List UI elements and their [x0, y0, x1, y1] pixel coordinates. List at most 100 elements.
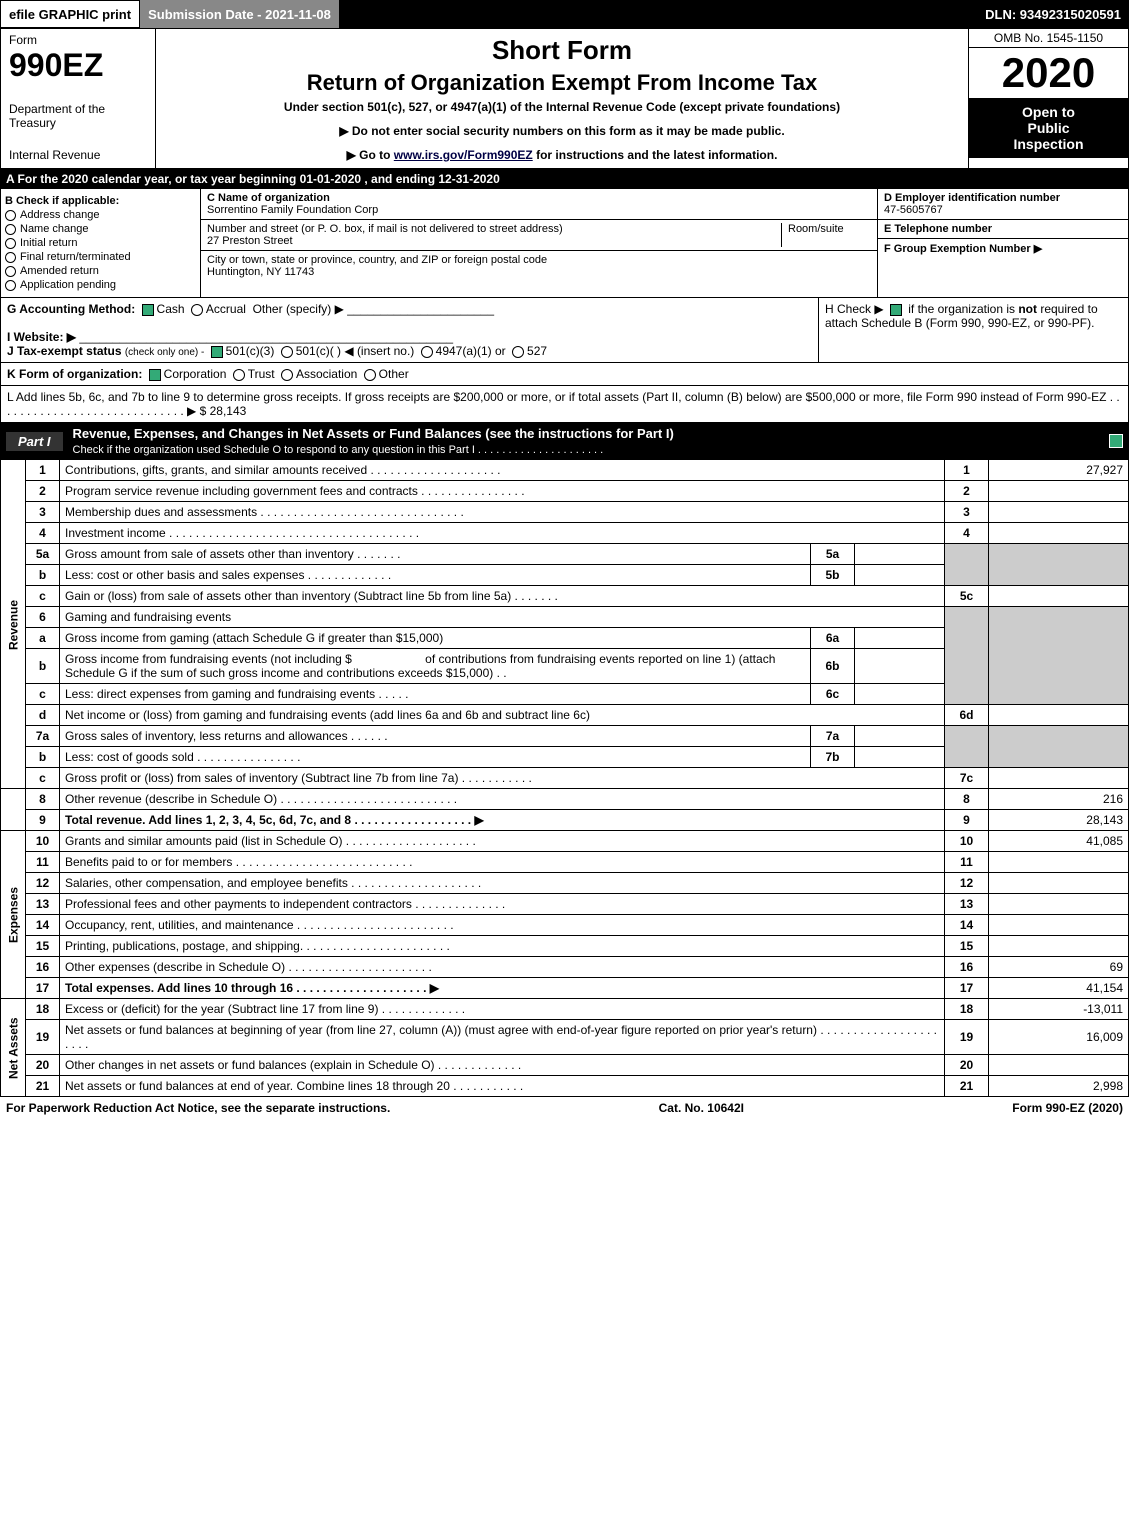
- check-other-org[interactable]: [364, 369, 376, 381]
- line-7c: Gross profit or (loss) from sales of inv…: [60, 768, 945, 789]
- notice-link: ▶ Go to www.irs.gov/Form990EZ for instru…: [162, 148, 962, 162]
- group-exempt-label: F Group Exemption Number ▶: [884, 243, 1042, 255]
- dept-irs: Internal Revenue: [9, 148, 147, 162]
- notice-ssn: ▶ Do not enter social security numbers o…: [162, 124, 962, 138]
- line-12: Salaries, other compensation, and employ…: [60, 873, 945, 894]
- part-i-header: Part I Revenue, Expenses, and Changes in…: [0, 423, 1129, 459]
- footer-left: For Paperwork Reduction Act Notice, see …: [6, 1101, 390, 1115]
- val-17: 41,154: [989, 978, 1129, 999]
- check-initial[interactable]: [5, 238, 16, 249]
- line-1: Contributions, gifts, grants, and simila…: [60, 460, 945, 481]
- submission-date: Submission Date - 2021-11-08: [140, 0, 339, 28]
- form-number: 990EZ: [9, 47, 147, 84]
- part-i-title: Revenue, Expenses, and Changes in Net As…: [73, 426, 674, 456]
- check-cash[interactable]: [142, 304, 154, 316]
- line-20: Other changes in net assets or fund bala…: [60, 1055, 945, 1076]
- netassets-label: Net Assets: [1, 999, 26, 1097]
- short-form-title: Short Form: [162, 35, 962, 66]
- check-assoc[interactable]: [281, 369, 293, 381]
- check-4947[interactable]: [421, 346, 433, 358]
- org-name: Sorrentino Family Foundation Corp: [207, 204, 871, 216]
- footer-right: Form 990-EZ (2020): [1012, 1101, 1123, 1115]
- line-21: Net assets or fund balances at end of ye…: [60, 1076, 945, 1097]
- line-17: Total expenses. Add lines 10 through 16 …: [60, 978, 945, 999]
- line-16: Other expenses (describe in Schedule O) …: [60, 957, 945, 978]
- val-21: 2,998: [989, 1076, 1129, 1097]
- line-6a: Gross income from gaming (attach Schedul…: [60, 628, 811, 649]
- g-label: G Accounting Method:: [7, 302, 135, 316]
- check-trust[interactable]: [233, 369, 245, 381]
- info-grid: B Check if applicable: Address change Na…: [0, 189, 1129, 298]
- period-band: A For the 2020 calendar year, or tax yea…: [0, 169, 1129, 189]
- city-val: Huntington, NY 11743: [207, 266, 547, 278]
- val-1: 27,927: [989, 460, 1129, 481]
- b-head: B Check if applicable:: [5, 195, 119, 207]
- line-9: Total revenue. Add lines 1, 2, 3, 4, 5c,…: [60, 810, 945, 831]
- line-2: Program service revenue including govern…: [60, 481, 945, 502]
- check-address[interactable]: [5, 210, 16, 221]
- footer-mid: Cat. No. 10642I: [659, 1101, 744, 1115]
- k-label: K Form of organization:: [7, 367, 142, 381]
- efile-print[interactable]: efile GRAPHIC print: [0, 0, 140, 28]
- line-8: Other revenue (describe in Schedule O) .…: [60, 789, 945, 810]
- form-word: Form: [9, 33, 147, 47]
- subtitle: Under section 501(c), 527, or 4947(a)(1)…: [162, 100, 962, 114]
- dln: DLN: 93492315020591: [977, 0, 1129, 28]
- part-i-check[interactable]: [1109, 434, 1123, 448]
- footer: For Paperwork Reduction Act Notice, see …: [0, 1097, 1129, 1119]
- row-k: K Form of organization: Corporation Trus…: [0, 363, 1129, 386]
- line-7a: Gross sales of inventory, less returns a…: [60, 726, 811, 747]
- worksheet-table: Revenue 1Contributions, gifts, grants, a…: [0, 459, 1129, 1097]
- check-corp[interactable]: [149, 369, 161, 381]
- ein-val: 47-5605767: [884, 204, 943, 216]
- notice-pre: ▶ Go to: [347, 148, 394, 162]
- omb-number: OMB No. 1545-1150: [969, 29, 1128, 48]
- part-i-label: Part I: [6, 432, 63, 451]
- check-h[interactable]: [890, 304, 902, 316]
- val-9: 28,143: [989, 810, 1129, 831]
- check-501c3[interactable]: [211, 346, 223, 358]
- line-5b: Less: cost or other basis and sales expe…: [60, 565, 811, 586]
- irs-link[interactable]: www.irs.gov/Form990EZ: [394, 148, 533, 162]
- dept-treasury: Department of the Treasury: [9, 102, 147, 130]
- val-16: 69: [989, 957, 1129, 978]
- form-header: Form 990EZ Department of the Treasury In…: [0, 28, 1129, 169]
- revenue-label: Revenue: [1, 460, 26, 789]
- j-label: J Tax-exempt status: [7, 344, 122, 358]
- check-amended[interactable]: [5, 266, 16, 277]
- street-val: 27 Preston Street: [207, 235, 771, 247]
- val-8: 216: [989, 789, 1129, 810]
- row-l: L Add lines 5b, 6c, and 7b to line 9 to …: [0, 386, 1129, 423]
- street-label: Number and street (or P. O. box, if mail…: [207, 223, 771, 235]
- line-13: Professional fees and other payments to …: [60, 894, 945, 915]
- l-val: 28,143: [210, 404, 247, 418]
- check-accrual[interactable]: [191, 304, 203, 316]
- line-10: Grants and similar amounts paid (list in…: [60, 831, 945, 852]
- c-label: C Name of organization: [207, 192, 330, 204]
- notice-post: for instructions and the latest informat…: [536, 148, 777, 162]
- check-pending[interactable]: [5, 280, 16, 291]
- line-15: Printing, publications, postage, and shi…: [60, 936, 945, 957]
- room-label: Room/suite: [781, 223, 871, 247]
- row-gh: G Accounting Method: Cash Accrual Other …: [0, 298, 1129, 363]
- top-bar: efile GRAPHIC print Submission Date - 20…: [0, 0, 1129, 28]
- line-18: Excess or (deficit) for the year (Subtra…: [60, 999, 945, 1020]
- website-label: I Website: ▶: [7, 330, 76, 344]
- line-14: Occupancy, rent, utilities, and maintena…: [60, 915, 945, 936]
- l-text: L Add lines 5b, 6c, and 7b to line 9 to …: [7, 390, 1120, 418]
- line-11: Benefits paid to or for members . . . . …: [60, 852, 945, 873]
- line-6: Gaming and fundraising events: [60, 607, 945, 628]
- val-10: 41,085: [989, 831, 1129, 852]
- tax-year: 2020: [969, 48, 1128, 98]
- open-inspection: Open to Public Inspection: [969, 98, 1128, 158]
- check-501c[interactable]: [281, 346, 293, 358]
- expenses-label: Expenses: [1, 831, 26, 999]
- line-4: Investment income . . . . . . . . . . . …: [60, 523, 945, 544]
- check-527[interactable]: [512, 346, 524, 358]
- ein-label: D Employer identification number: [884, 192, 1060, 204]
- h-label: H Check ▶: [825, 302, 884, 316]
- section-b: B Check if applicable: Address change Na…: [1, 189, 201, 297]
- check-name[interactable]: [5, 224, 16, 235]
- check-final[interactable]: [5, 252, 16, 263]
- line-5c: Gain or (loss) from sale of assets other…: [60, 586, 945, 607]
